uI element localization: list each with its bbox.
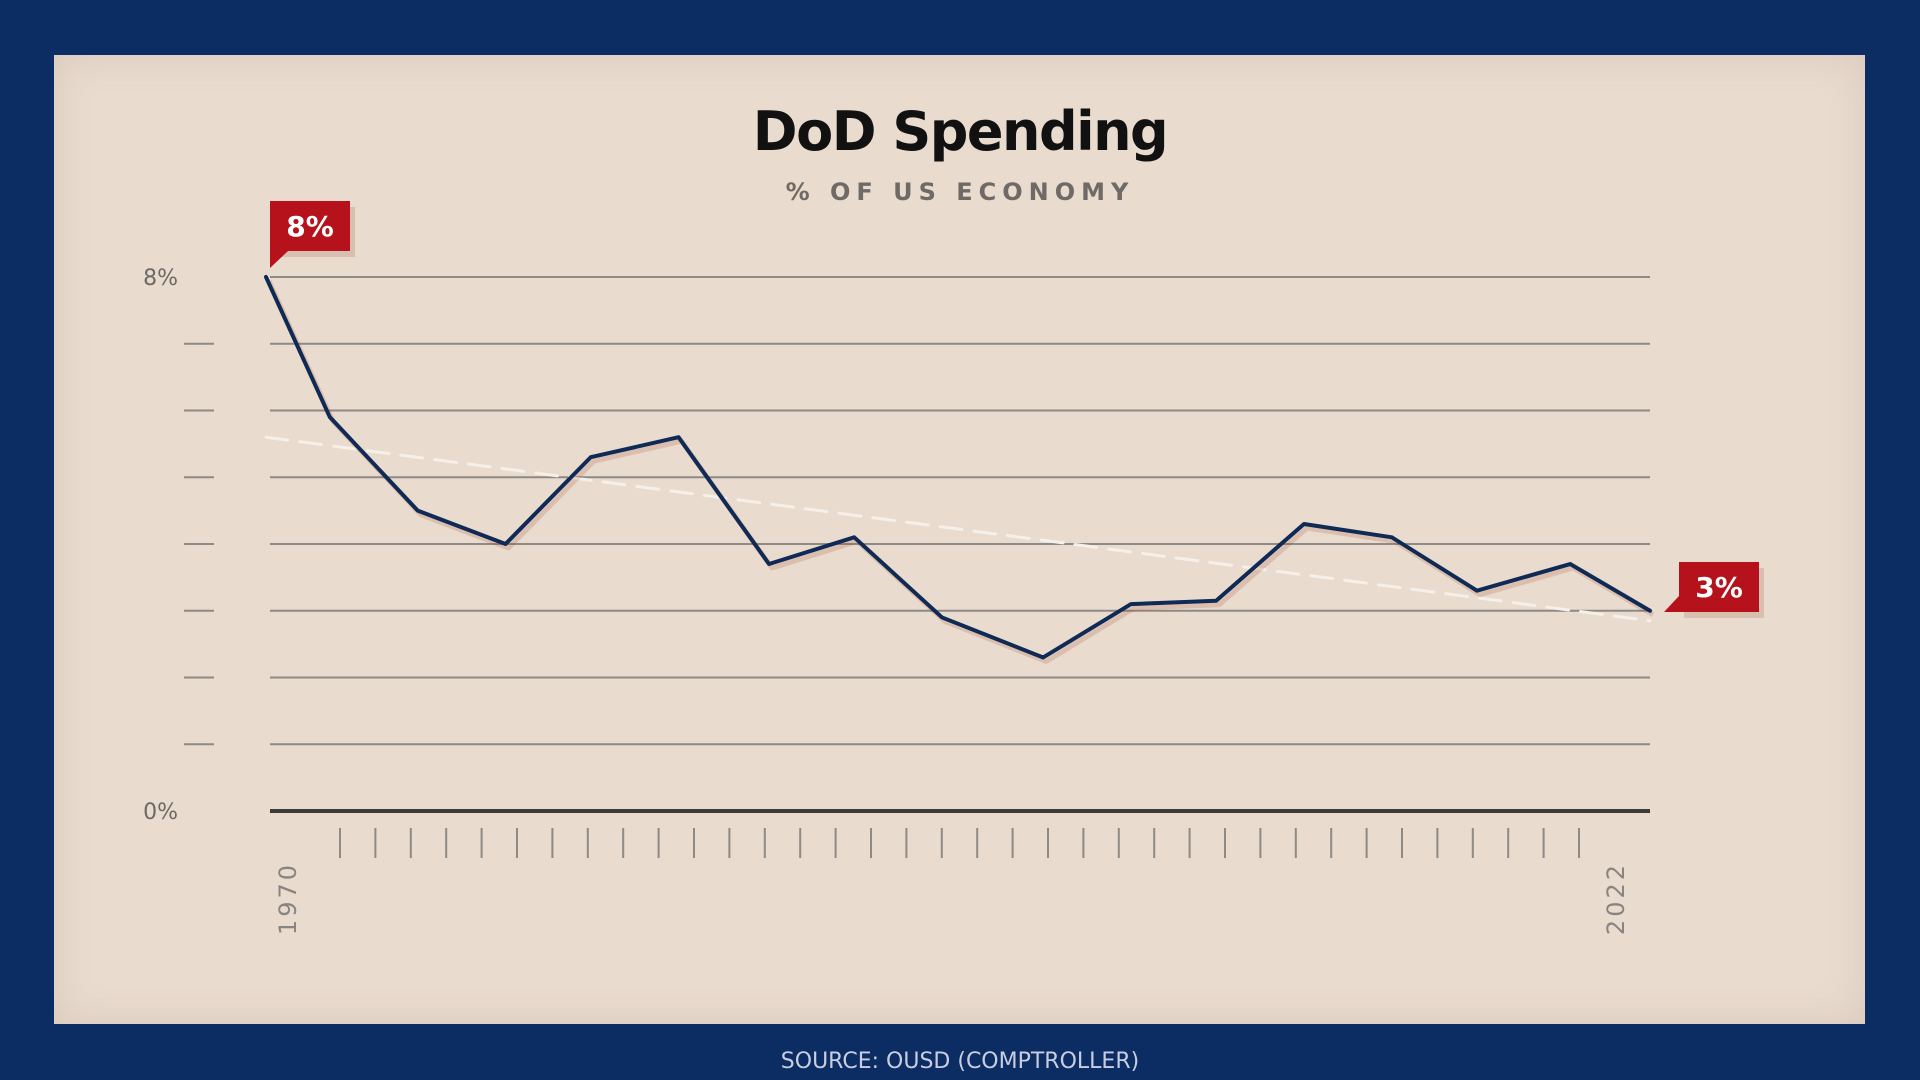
callout-8-percent: 8% <box>270 201 355 268</box>
chart-subtitle: % OF US ECONOMY <box>785 178 1135 206</box>
x-tick-label: 2022 <box>1602 862 1630 935</box>
x-axis <box>270 809 1650 858</box>
trendline-path <box>264 435 1652 623</box>
source-note: SOURCE: OUSD (COMPTROLLER) <box>780 1049 1140 1074</box>
series-line-shadow <box>266 279 1655 664</box>
y-tick-label: 8% <box>143 266 178 291</box>
x-tick-label: 1970 <box>274 862 302 935</box>
chart-title: DoD Spending <box>752 100 1169 163</box>
series <box>264 275 1655 664</box>
callout-3-percent: 3% <box>1664 562 1764 618</box>
callouts: 8% 3% <box>270 201 1764 618</box>
chart-panel <box>54 55 1865 1024</box>
series-line <box>264 275 1652 660</box>
callout-label: 3% <box>1695 571 1743 604</box>
callout-pointer <box>1664 596 1679 612</box>
y-tick-label: 0% <box>143 800 178 825</box>
callout-label: 8% <box>286 210 334 243</box>
callout-box <box>1679 562 1759 612</box>
callout-box <box>270 201 350 251</box>
gridlines <box>184 276 1650 746</box>
trendline <box>264 435 1652 623</box>
tick-labels: 8% 0% 1970 2022 <box>143 266 1630 935</box>
callout-pointer <box>270 251 288 268</box>
